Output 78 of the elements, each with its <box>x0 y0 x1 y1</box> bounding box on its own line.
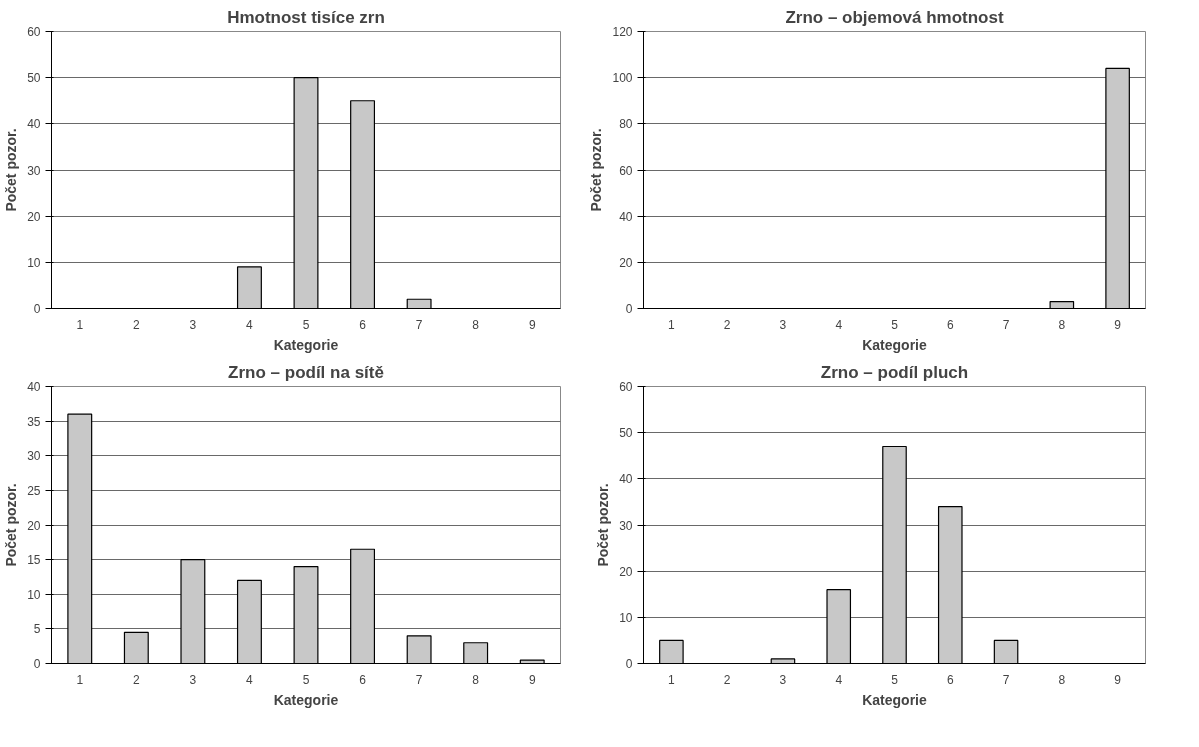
x-tick-label: 7 <box>415 317 423 332</box>
y-tick-label: 100 <box>612 71 633 86</box>
x-tick-label: 8 <box>472 317 480 332</box>
y-tick-label: 30 <box>27 163 41 178</box>
y-tick-label: 0 <box>33 657 41 671</box>
x-axis-title: Kategorie <box>862 691 927 708</box>
y-tick-label: 0 <box>625 302 633 316</box>
y-tick-label: 20 <box>619 564 633 579</box>
x-tick-label: 7 <box>1002 317 1010 332</box>
x-tick-label: 6 <box>359 672 367 687</box>
x-tick-label: 1 <box>668 317 676 332</box>
y-tick-label: 15 <box>27 553 41 568</box>
y-tick-label: 35 <box>27 414 41 429</box>
x-tick-label: 8 <box>1058 672 1066 687</box>
x-tick-label: 3 <box>779 317 787 332</box>
x-tick-label: 3 <box>189 317 197 332</box>
y-axis-title: Počet pozor. <box>3 128 20 212</box>
x-tick-label: 2 <box>133 317 140 332</box>
y-axis-title: Počet pozor. <box>3 483 20 567</box>
x-tick-label: 3 <box>779 672 787 687</box>
x-axis-title: Kategorie <box>273 691 339 708</box>
x-tick-label: 4 <box>246 672 254 687</box>
y-tick-label: 30 <box>619 518 633 533</box>
x-tick-label: 5 <box>302 317 310 332</box>
y-tick-label: 0 <box>625 657 633 671</box>
y-tick-label: 40 <box>27 380 41 394</box>
y-tick-label: 40 <box>619 209 633 224</box>
y-tick-label: 60 <box>619 163 633 178</box>
x-tick-label: 9 <box>1114 317 1122 332</box>
x-tick-label: 8 <box>472 672 480 687</box>
y-tick-label: 40 <box>619 472 633 487</box>
chart-title: Hmotnost tisíce zrn <box>227 7 385 27</box>
x-tick-label: 5 <box>302 672 310 687</box>
y-tick-label: 60 <box>619 380 633 394</box>
x-tick-label: 6 <box>359 317 367 332</box>
x-tick-label: 3 <box>189 672 197 687</box>
x-tick-label: 7 <box>1002 672 1010 687</box>
x-tick-label: 5 <box>891 672 899 687</box>
y-tick-label: 20 <box>27 518 41 533</box>
y-tick-label: 50 <box>619 426 633 441</box>
x-tick-label: 9 <box>528 672 536 687</box>
chart-title: Zrno – podíl pluch <box>820 362 969 382</box>
x-tick-label: 1 <box>76 317 84 332</box>
x-tick-label: 2 <box>133 672 140 687</box>
y-tick-label: 50 <box>27 71 41 86</box>
y-tick-label: 20 <box>619 255 633 270</box>
x-tick-label: 9 <box>528 317 536 332</box>
y-tick-label: 0 <box>33 302 41 316</box>
x-tick-label: 1 <box>76 672 84 687</box>
x-tick-label: 7 <box>415 672 423 687</box>
y-tick-label: 40 <box>27 117 41 132</box>
x-tick-label: 6 <box>946 672 954 687</box>
chart-title: Zrno – podíl na sítě <box>228 362 384 382</box>
y-tick-label: 60 <box>27 25 41 39</box>
x-tick-label: 9 <box>1114 672 1122 687</box>
x-tick-label: 5 <box>891 317 899 332</box>
x-tick-label: 4 <box>246 317 254 332</box>
y-tick-label: 25 <box>27 483 41 498</box>
y-axis-title: Počet pozor. <box>588 128 605 212</box>
x-tick-label: 4 <box>835 672 843 687</box>
y-tick-label: 5 <box>33 622 41 637</box>
y-tick-label: 20 <box>27 209 41 224</box>
x-tick-label: 2 <box>723 672 731 687</box>
x-axis-title: Kategorie <box>273 336 339 353</box>
x-axis-title: Kategorie <box>862 336 927 353</box>
y-axis-title: Počet pozor. <box>595 483 612 567</box>
y-tick-label: 30 <box>27 449 41 464</box>
y-tick-label: 10 <box>27 587 41 602</box>
chart-title: Zrno – objemová hmotnost <box>785 7 1004 27</box>
x-tick-label: 1 <box>668 672 676 687</box>
x-tick-label: 6 <box>946 317 954 332</box>
x-tick-label: 2 <box>723 317 731 332</box>
y-tick-label: 80 <box>619 117 633 132</box>
y-tick-label: 120 <box>612 25 633 39</box>
y-tick-label: 10 <box>27 255 41 270</box>
y-tick-label: 10 <box>619 610 633 625</box>
x-tick-label: 8 <box>1058 317 1066 332</box>
x-tick-label: 4 <box>835 317 843 332</box>
